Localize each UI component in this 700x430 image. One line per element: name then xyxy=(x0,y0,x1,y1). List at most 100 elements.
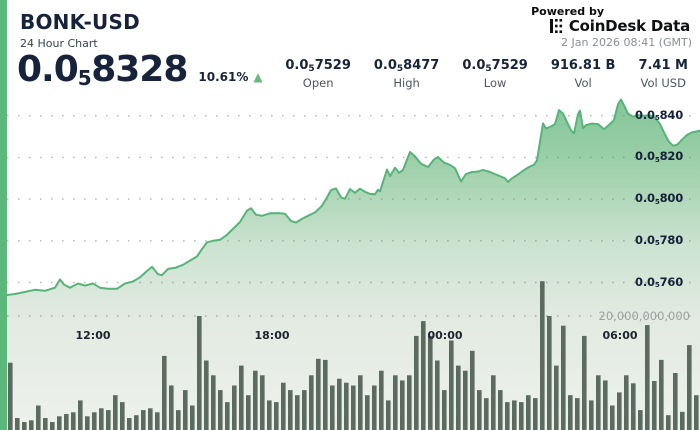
volume-bar xyxy=(631,383,636,430)
volume-bar xyxy=(218,390,223,430)
volume-bar xyxy=(421,321,426,430)
volume-bar xyxy=(526,395,531,430)
volume-bar xyxy=(92,412,97,430)
volume-bar xyxy=(694,395,699,430)
volume-bar xyxy=(561,325,566,430)
volume-bar xyxy=(589,400,594,430)
stat-high: 0.058477 High xyxy=(374,58,439,90)
volume-bar xyxy=(211,375,216,430)
volume-bar xyxy=(673,373,678,430)
volume-bar xyxy=(554,365,559,430)
price-change-percent: 10.61% xyxy=(198,70,249,84)
volume-bar xyxy=(148,408,153,430)
volume-bar xyxy=(610,405,615,430)
volume-bar xyxy=(414,335,419,430)
coindesk-logo-icon xyxy=(549,19,562,33)
volume-bar xyxy=(288,390,293,430)
volume-bar xyxy=(603,380,608,430)
stat-open: 0.057529 Open xyxy=(285,58,350,90)
volume-bar xyxy=(239,365,244,430)
volume-bar xyxy=(484,398,489,430)
volume-bar xyxy=(624,375,629,430)
volume-bar xyxy=(652,381,657,430)
volume-bar xyxy=(57,416,62,430)
stat-label: High xyxy=(393,76,420,90)
volume-bar xyxy=(337,378,342,430)
volume-bar xyxy=(617,392,622,430)
volume-bar xyxy=(512,400,517,430)
current-price: 0.058328 xyxy=(17,49,188,90)
volume-bar xyxy=(582,335,587,430)
volume-bar xyxy=(463,370,468,430)
volume-bar xyxy=(246,395,251,430)
volume-bar xyxy=(456,365,461,430)
volume-bar xyxy=(435,360,440,430)
stat-low: 0.057529 Low xyxy=(462,58,527,90)
volume-bar xyxy=(400,380,405,430)
stat-label: Vol xyxy=(574,76,592,90)
volume-bar xyxy=(232,385,237,430)
coindesk-logo-text: CoinDesk Data xyxy=(568,17,690,35)
volume-bar xyxy=(442,390,447,430)
volume-bar xyxy=(568,395,573,430)
volume-bar xyxy=(666,415,671,430)
volume-bar xyxy=(169,385,174,430)
volume-bar xyxy=(372,385,377,430)
volume-bar xyxy=(120,402,125,430)
volume-bar xyxy=(316,358,321,430)
stat-vol-usd: 7.41 M Vol USD xyxy=(638,58,688,90)
volume-bar xyxy=(638,410,643,430)
chart-subtitle: 24 Hour Chart xyxy=(20,37,98,50)
volume-bar xyxy=(498,390,503,430)
volume-bar xyxy=(78,400,83,430)
volume-bar xyxy=(204,360,209,430)
volume-bar xyxy=(519,402,524,430)
volume-bar xyxy=(358,375,363,430)
stat-vol: 916.81 B Vol xyxy=(551,58,616,90)
volume-bar xyxy=(309,375,314,430)
stat-label: Open xyxy=(302,76,334,90)
volume-bar xyxy=(183,390,188,430)
volume-bar xyxy=(505,402,510,430)
volume-bar xyxy=(85,416,90,430)
stat-value: 0.057529 xyxy=(285,58,351,74)
volume-bar xyxy=(274,402,279,430)
volume-bar xyxy=(106,410,111,430)
stat-value: 0.058477 xyxy=(373,58,440,74)
volume-bar xyxy=(225,402,230,430)
powered-by-label: Powered by xyxy=(531,5,604,18)
up-triangle-icon: ▲ xyxy=(253,70,263,84)
price-area-fill xyxy=(7,99,700,430)
volume-bar xyxy=(176,410,181,430)
volume-bar xyxy=(50,422,55,430)
volume-bar xyxy=(680,411,685,430)
volume-bar xyxy=(645,325,650,430)
volume-bar xyxy=(253,370,258,430)
volume-bar xyxy=(687,345,692,430)
volume-bar xyxy=(323,359,328,430)
volume-bar xyxy=(43,418,48,430)
volume-bar xyxy=(477,390,482,430)
volume-bar xyxy=(386,400,391,430)
stat-value: 916.81 B xyxy=(550,58,616,73)
header: BONK-USD 24 Hour Chart 0.058328 10.61% ▲… xyxy=(0,0,700,100)
stats-row: 0.057529 Open 0.058477 High 0.057529 Low… xyxy=(285,58,688,90)
timestamp: 2 Jan 2026 08:41 (GMT) xyxy=(561,36,692,49)
volume-bar xyxy=(71,412,76,430)
volume-bar xyxy=(197,316,202,430)
price-subscript: 5 xyxy=(77,66,92,90)
volume-bar xyxy=(155,412,160,430)
volume-bar xyxy=(15,418,20,430)
volume-bar xyxy=(365,395,370,430)
volume-bar xyxy=(134,415,139,430)
stat-value: 0.057529 xyxy=(462,58,528,74)
stat-label: Vol USD xyxy=(640,76,686,90)
coindesk-logo[interactable]: CoinDesk Data xyxy=(549,17,690,35)
volume-bar xyxy=(22,422,27,430)
volume-bar xyxy=(295,395,300,430)
volume-bar xyxy=(428,335,433,430)
volume-bar xyxy=(491,375,496,430)
volume-bar xyxy=(302,390,307,430)
